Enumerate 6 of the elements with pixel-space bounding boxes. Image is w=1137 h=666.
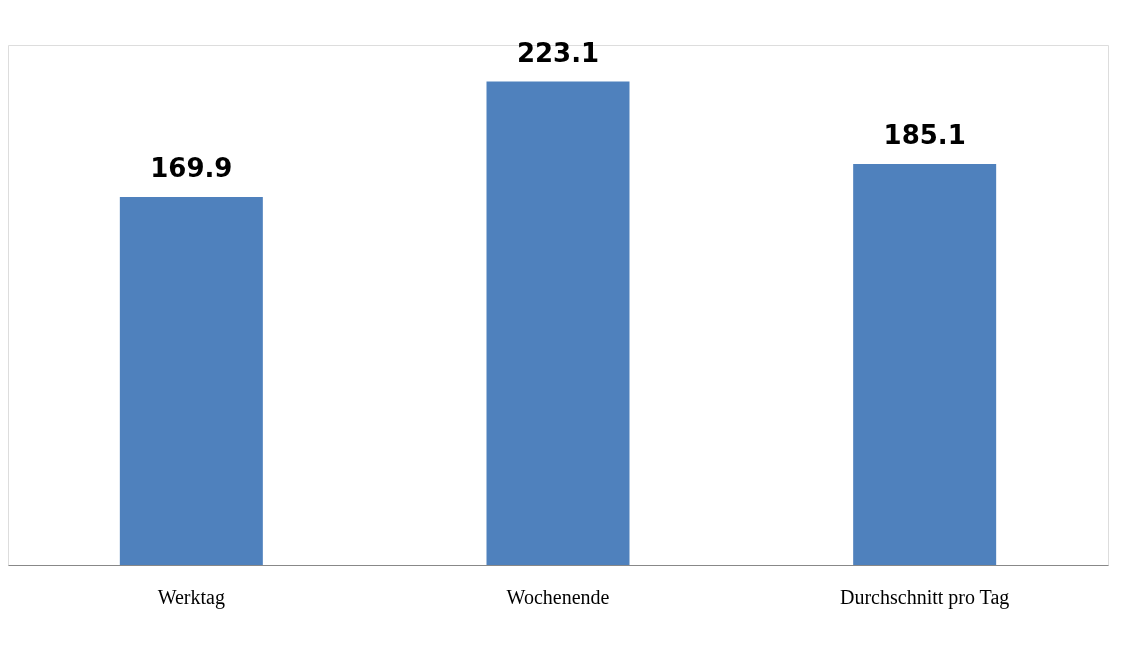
data-label: 185.1: [883, 119, 966, 150]
x-tick-label: Wochenende: [506, 585, 610, 608]
data-label: 223.1: [516, 37, 600, 68]
data-label: 169.9: [150, 152, 233, 183]
x-tick-label: Werktag: [157, 585, 225, 609]
x-tick-label: Durchschnitt pro Tag: [840, 585, 1010, 609]
